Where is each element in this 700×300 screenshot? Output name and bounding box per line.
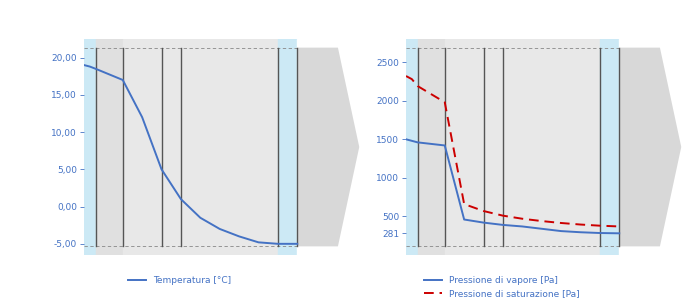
- Bar: [278, 39, 298, 255]
- Temperatura [°C]: [158, 167, 166, 171]
- Bar: [298, 39, 336, 255]
- Line: Temperatura [°C]: Temperatura [°C]: [84, 65, 298, 244]
- Bar: [96, 39, 122, 255]
- Pressione di vapore [Pa]: [518, 225, 526, 228]
- Legend: Pressione di vapore [Pa], Pressione di saturazione [Pa]: Pressione di vapore [Pa], Pressione di s…: [420, 272, 583, 300]
- Pressione di saturazione [Pa]: [498, 214, 507, 217]
- Pressione di vapore [Pa]: [414, 141, 422, 144]
- Legend: Temperatura [°C]: Temperatura [°C]: [125, 272, 235, 289]
- Temperatura [°C]: [196, 216, 204, 220]
- Bar: [122, 39, 181, 255]
- Polygon shape: [620, 48, 681, 246]
- Pressione di saturazione [Pa]: [596, 224, 604, 227]
- Line: Pressione di saturazione [Pa]: Pressione di saturazione [Pa]: [406, 76, 620, 226]
- Temperatura [°C]: [80, 63, 88, 67]
- Temperatura [°C]: [138, 116, 146, 119]
- Pressione di vapore [Pa]: [407, 139, 416, 142]
- Bar: [600, 39, 620, 255]
- Bar: [84, 39, 96, 255]
- Pressione di saturazione [Pa]: [414, 84, 422, 88]
- Pressione di saturazione [Pa]: [557, 221, 566, 225]
- Temperatura [°C]: [92, 67, 100, 70]
- Pressione di vapore [Pa]: [576, 230, 584, 234]
- Temperatura [°C]: [176, 197, 185, 201]
- Bar: [406, 39, 418, 255]
- Pressione di saturazione [Pa]: [480, 209, 488, 213]
- Bar: [503, 39, 600, 255]
- Pressione di vapore [Pa]: [596, 231, 604, 235]
- Pressione di vapore [Pa]: [498, 223, 507, 227]
- Bar: [181, 39, 278, 255]
- Pressione di vapore [Pa]: [402, 137, 410, 141]
- Line: Pressione di vapore [Pa]: Pressione di vapore [Pa]: [406, 139, 620, 233]
- Pressione di vapore [Pa]: [480, 221, 488, 224]
- Pressione di vapore [Pa]: [557, 229, 566, 233]
- Temperatura [°C]: [274, 242, 282, 246]
- Temperatura [°C]: [216, 227, 224, 231]
- Temperatura [°C]: [235, 235, 244, 238]
- Polygon shape: [298, 48, 359, 246]
- Temperatura [°C]: [293, 242, 302, 246]
- Pressione di saturazione [Pa]: [440, 100, 449, 104]
- Pressione di vapore [Pa]: [440, 144, 449, 147]
- Temperatura [°C]: [118, 78, 127, 82]
- Bar: [620, 39, 658, 255]
- Bar: [444, 39, 503, 255]
- Pressione di saturazione [Pa]: [460, 202, 468, 206]
- Pressione di vapore [Pa]: [460, 218, 468, 221]
- Pressione di saturazione [Pa]: [538, 219, 546, 223]
- Pressione di saturazione [Pa]: [518, 217, 526, 220]
- Pressione di vapore [Pa]: [538, 227, 546, 231]
- Pressione di vapore [Pa]: [615, 232, 624, 235]
- Temperatura [°C]: [254, 241, 262, 244]
- Pressione di saturazione [Pa]: [402, 74, 410, 78]
- Pressione di saturazione [Pa]: [576, 223, 584, 226]
- Bar: [418, 39, 444, 255]
- Temperatura [°C]: [85, 65, 94, 68]
- Pressione di saturazione [Pa]: [615, 225, 624, 228]
- Pressione di saturazione [Pa]: [407, 77, 416, 81]
